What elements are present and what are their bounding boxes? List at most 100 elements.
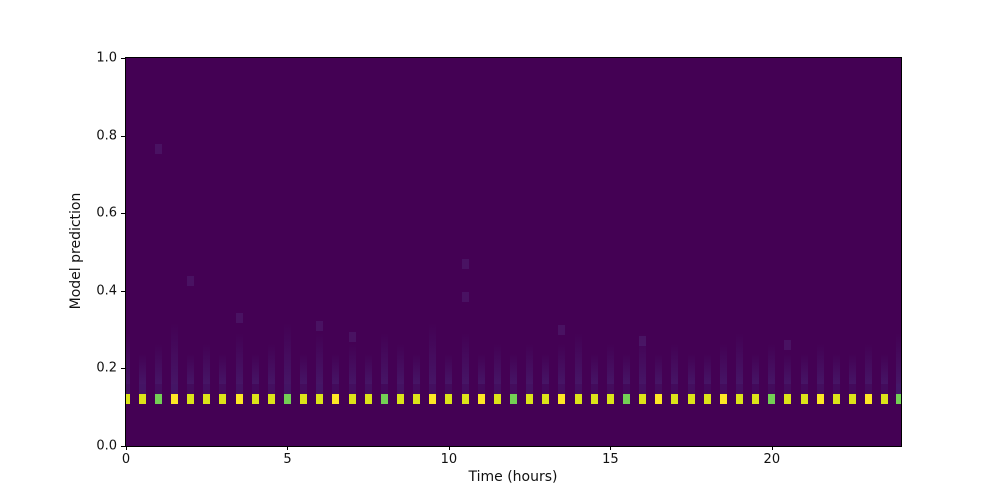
band-cell	[187, 394, 195, 405]
cap-cell	[396, 383, 404, 394]
x-tick-label: 15	[602, 452, 619, 467]
x-tick-label: 5	[283, 452, 292, 467]
band-cell	[590, 394, 598, 405]
cap-cell	[768, 383, 776, 394]
cap-cell	[283, 383, 291, 394]
band-cell	[784, 394, 792, 405]
band-cell	[300, 394, 308, 405]
band-cell	[671, 394, 679, 405]
y-tick-label: 0.2	[96, 360, 117, 376]
band-cell	[881, 394, 889, 405]
cap-cell	[816, 383, 824, 394]
cap-cell	[671, 383, 679, 394]
band-cell	[719, 394, 727, 405]
cap-cell	[655, 383, 663, 394]
streak-column	[316, 333, 324, 384]
y-tick-label: 0.0	[96, 438, 117, 454]
cap-cell	[736, 383, 744, 394]
cap-cell	[542, 383, 550, 394]
streak-column	[300, 353, 308, 384]
band-cell	[251, 394, 259, 405]
cap-cell	[187, 383, 195, 394]
band-cell	[461, 394, 469, 405]
faint-cell	[558, 324, 566, 335]
cap-cell	[445, 383, 453, 394]
y-tick-mark	[121, 213, 125, 215]
streak-column	[832, 353, 840, 384]
cap-cell	[752, 383, 760, 394]
streak-column	[429, 323, 437, 384]
streak-column	[170, 323, 178, 384]
streak-column	[235, 333, 243, 384]
x-tick-mark	[771, 446, 773, 450]
cap-cell	[477, 383, 485, 394]
band-cell	[283, 394, 291, 405]
streak-column	[784, 353, 792, 384]
band-cell	[413, 394, 421, 405]
streak-column	[671, 343, 679, 384]
cap-cell	[526, 383, 534, 394]
x-tick-label: 0	[121, 452, 131, 467]
x-tick-mark	[287, 446, 289, 450]
cap-cell	[380, 383, 388, 394]
cap-cell	[895, 383, 901, 394]
streak-column	[736, 333, 744, 384]
streak-column	[655, 353, 663, 384]
band-cell	[493, 394, 501, 405]
band-cell	[768, 394, 776, 405]
cap-cell	[348, 383, 356, 394]
faint-cell	[235, 312, 243, 323]
band-cell	[219, 394, 227, 405]
streak-column	[623, 353, 631, 384]
streak-column	[445, 353, 453, 384]
streak-column	[865, 343, 873, 384]
cap-cell	[849, 383, 857, 394]
cap-cell	[300, 383, 308, 394]
streak-column	[203, 343, 211, 384]
streak-column	[526, 343, 534, 384]
band-cell	[380, 394, 388, 405]
faint-cell	[154, 144, 162, 155]
streak-column	[703, 353, 711, 384]
band-cell	[623, 394, 631, 405]
band-cell	[849, 394, 857, 405]
streak-column	[267, 343, 275, 384]
faint-cell	[187, 276, 195, 287]
cap-cell	[429, 383, 437, 394]
band-cell	[203, 394, 211, 405]
faint-cell	[461, 258, 469, 269]
faint-cell	[784, 340, 792, 351]
y-axis-label: Model prediction	[68, 192, 84, 310]
streak-column	[364, 353, 372, 384]
x-tick-label: 10	[440, 452, 458, 467]
band-cell	[816, 394, 824, 405]
streak-column	[219, 353, 227, 384]
cap-cell	[235, 383, 243, 394]
band-cell	[267, 394, 275, 405]
band-cell	[800, 394, 808, 405]
band-cell	[138, 394, 146, 405]
cap-cell	[623, 383, 631, 394]
cap-cell	[364, 383, 372, 394]
streak-column	[461, 333, 469, 384]
x-tick-mark	[610, 446, 612, 450]
streak-column	[590, 353, 598, 384]
cap-cell	[865, 383, 873, 394]
cap-cell	[509, 383, 517, 394]
band-cell	[703, 394, 711, 405]
band-cell	[316, 394, 324, 405]
streak-column	[138, 353, 146, 384]
faint-cell	[639, 336, 647, 347]
y-tick-label: 0.6	[96, 205, 117, 221]
cap-cell	[267, 383, 275, 394]
cap-cell	[606, 383, 614, 394]
band-cell	[606, 394, 614, 405]
streak-column	[126, 333, 130, 384]
band-cell	[429, 394, 437, 405]
cap-cell	[574, 383, 582, 394]
streak-column	[558, 343, 566, 384]
streak-column	[752, 353, 760, 384]
streak-column	[493, 343, 501, 384]
streak-column	[800, 353, 808, 384]
cap-cell	[203, 383, 211, 394]
